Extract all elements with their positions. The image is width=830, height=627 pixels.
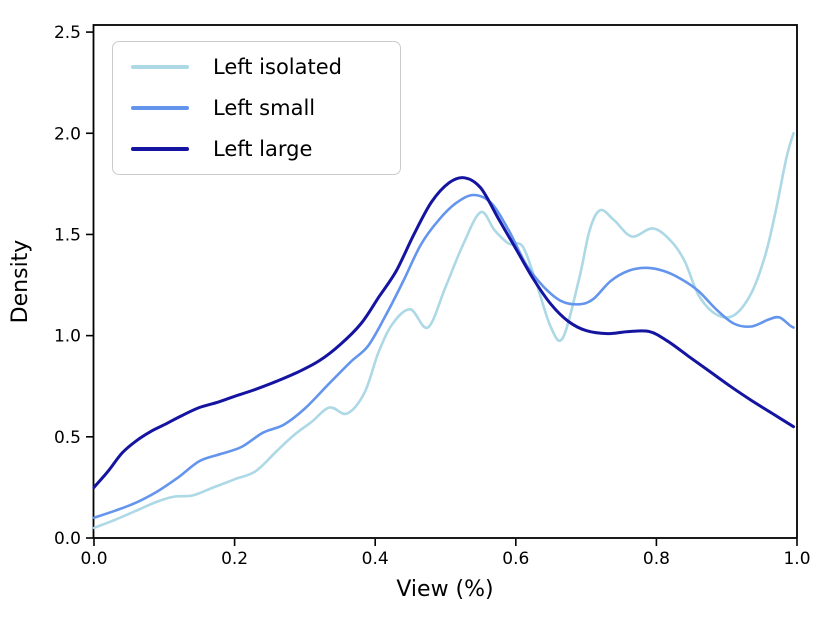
legend-label: Left isolated bbox=[213, 55, 342, 80]
legend-item: Left large bbox=[123, 137, 390, 161]
x-tick-label: 0.8 bbox=[643, 549, 670, 569]
series-line-left-isolated bbox=[92, 132, 795, 530]
x-tick-label: 1.0 bbox=[783, 549, 810, 569]
x-axis-ticks: 0.0 0.2 0.4 0.6 0.8 1.0 bbox=[80, 539, 811, 569]
legend-item: Left small bbox=[123, 96, 390, 120]
y-tick-label: 2.0 bbox=[54, 124, 81, 144]
plot-area-spines bbox=[92, 24, 798, 539]
x-tick-label: 0.2 bbox=[221, 549, 248, 569]
legend-label: Left small bbox=[213, 95, 316, 120]
y-tick-label: 2.5 bbox=[54, 23, 81, 43]
y-tick-label: 0.0 bbox=[54, 529, 81, 549]
y-tick-label: 0.5 bbox=[54, 428, 81, 448]
x-tick-label: 0.0 bbox=[80, 549, 107, 569]
legend-swatch-left-isolated bbox=[131, 65, 189, 70]
legend: Left isolated Left small Left large bbox=[112, 41, 401, 175]
kde-curves bbox=[92, 132, 795, 530]
legend-swatch-left-large bbox=[131, 146, 189, 151]
x-tick-label: 0.6 bbox=[502, 549, 529, 569]
legend-label: Left large bbox=[213, 136, 313, 161]
series-line-left-small bbox=[92, 193, 795, 520]
x-axis-label: View (%) bbox=[396, 577, 493, 602]
y-axis-ticks: 0.0 0.5 1.0 1.5 2.0 2.5 bbox=[54, 23, 94, 549]
y-axis-label: Density bbox=[8, 240, 33, 324]
y-tick-label: 1.5 bbox=[54, 225, 81, 245]
legend-swatch-left-small bbox=[131, 105, 189, 110]
x-tick-label: 0.4 bbox=[362, 549, 389, 569]
y-tick-label: 1.0 bbox=[54, 327, 81, 347]
legend-item: Left isolated bbox=[123, 55, 390, 79]
series-line-left-large bbox=[92, 176, 795, 489]
